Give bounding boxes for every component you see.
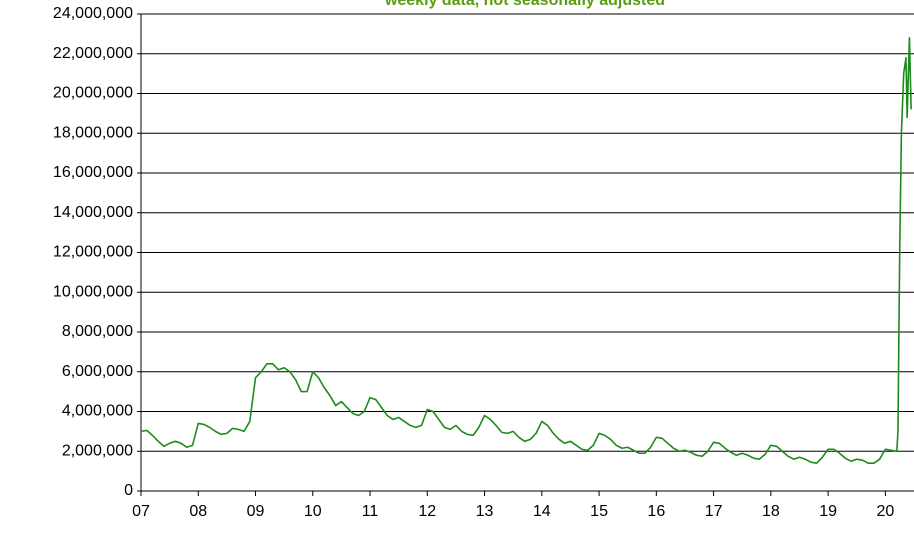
x-tick-label: 17 — [705, 503, 723, 520]
y-tick-label: 6,000,000 — [62, 363, 133, 380]
x-tick-label: 08 — [189, 503, 207, 520]
y-tick-label: 18,000,000 — [53, 124, 133, 141]
y-tick-label: 10,000,000 — [53, 283, 133, 300]
y-tick-label: 4,000,000 — [62, 403, 133, 420]
x-tick-label: 16 — [647, 503, 665, 520]
x-tick-label: 15 — [590, 503, 608, 520]
x-tick-label: 07 — [132, 503, 150, 520]
x-tick-label: 13 — [476, 503, 494, 520]
y-tick-label: 22,000,000 — [53, 45, 133, 62]
y-tick-label: 14,000,000 — [53, 204, 133, 221]
y-tick-label: 20,000,000 — [53, 85, 133, 102]
x-tick-label: 10 — [304, 503, 322, 520]
data-line — [140, 37, 912, 464]
y-tick-label: 16,000,000 — [53, 164, 133, 181]
x-tick-label: 20 — [876, 503, 894, 520]
y-tick-label: 24,000,000 — [53, 5, 133, 22]
chart-subtitle: weekly data, not seasonally adjusted — [384, 0, 665, 9]
x-tick-label: 11 — [362, 503, 379, 520]
y-tick-label: 0 — [124, 482, 133, 499]
x-tick-label: 12 — [418, 503, 436, 520]
x-tick-label: 14 — [533, 503, 551, 520]
y-tick-label: 12,000,000 — [53, 244, 133, 261]
x-tick-label: 18 — [762, 503, 780, 520]
y-tick-label: 8,000,000 — [62, 323, 133, 340]
x-tick-label: 19 — [819, 503, 837, 520]
x-tick-label: 09 — [247, 503, 265, 520]
y-tick-label: 2,000,000 — [62, 442, 133, 459]
